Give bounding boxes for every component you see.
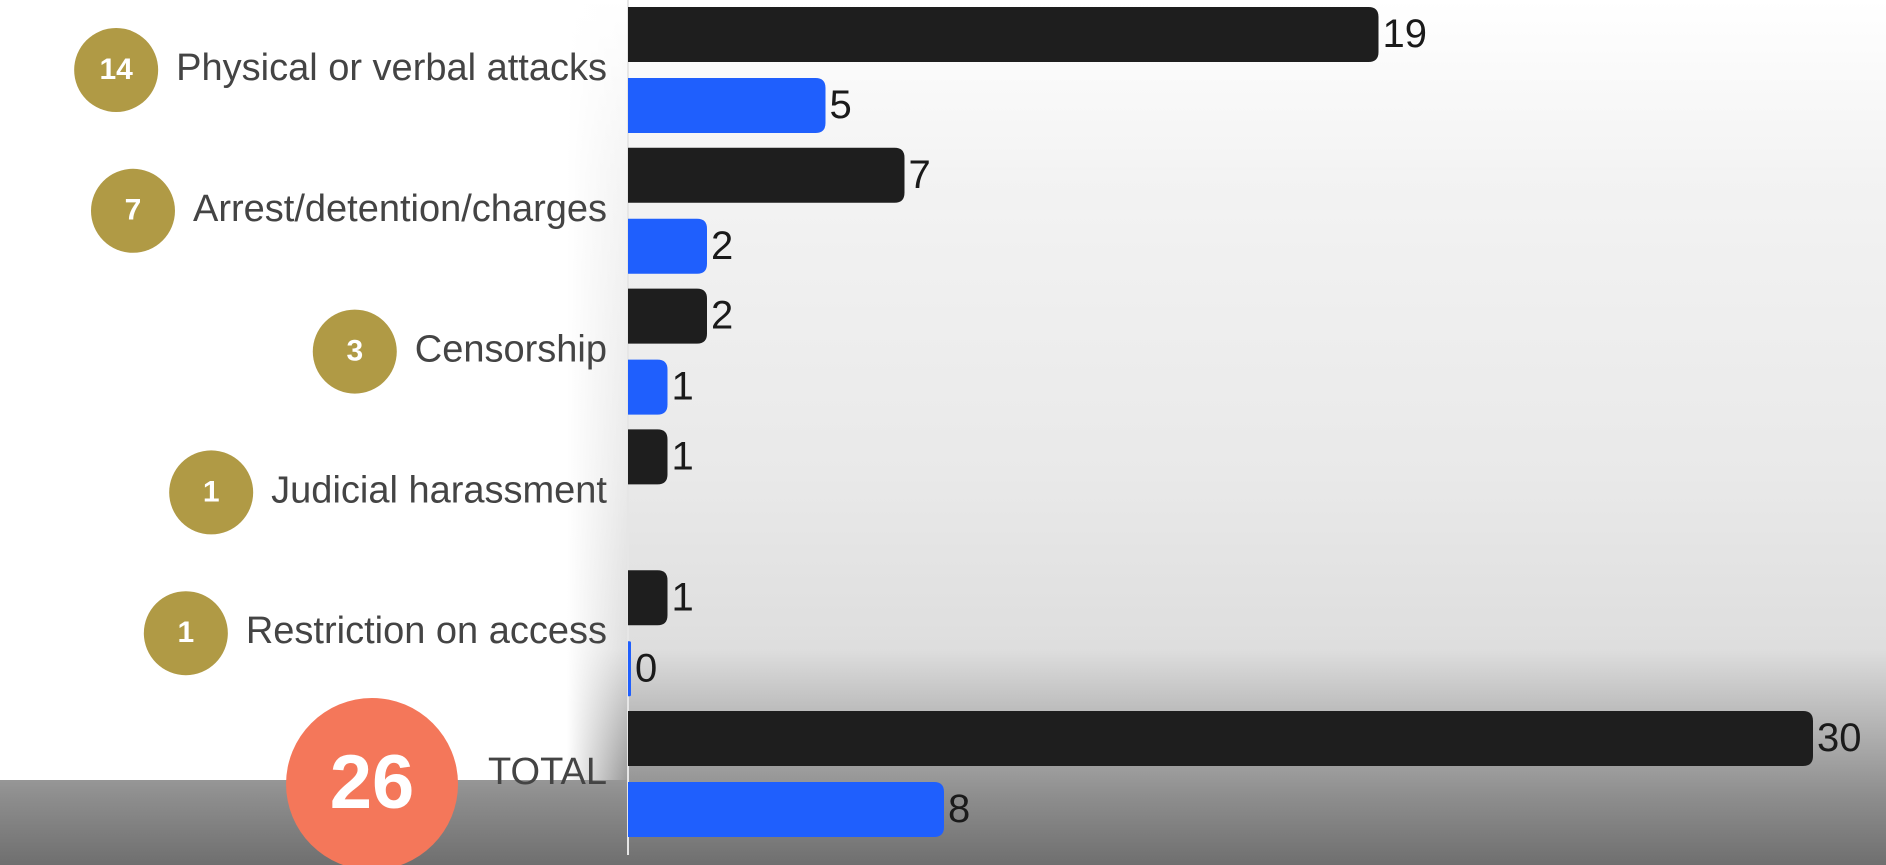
category-label: Restriction on access: [246, 610, 607, 652]
category-label: TOTAL: [488, 751, 607, 793]
category-label: Censorship: [415, 329, 607, 371]
bar: [628, 570, 668, 626]
badge: [74, 28, 159, 112]
value-label: 2: [711, 224, 733, 268]
value-label: 8: [948, 787, 970, 831]
badge-value: 1: [178, 616, 195, 649]
bar: [628, 218, 707, 274]
bar: [628, 641, 631, 697]
bar: [628, 147, 905, 203]
badge-value: 7: [125, 194, 142, 227]
bar: [628, 78, 826, 133]
value-label: 1: [672, 434, 694, 478]
value-label: 19: [1383, 12, 1428, 56]
category-label: Arrest/detention/charges: [193, 188, 607, 230]
value-label: 2: [711, 294, 733, 338]
total-badge: [286, 698, 459, 865]
value-label: 30: [1817, 716, 1862, 760]
badge: [169, 450, 254, 535]
bar: [628, 429, 668, 485]
badge: [90, 168, 175, 253]
bar: [628, 782, 944, 837]
badge-value: 1: [203, 475, 220, 508]
badge-value: 14: [99, 53, 133, 86]
value-label: 5: [830, 83, 852, 127]
badge: [143, 591, 228, 676]
value-label: 7: [909, 153, 931, 197]
bar: [628, 7, 1379, 62]
value-label: 0: [635, 646, 657, 690]
total-badge-value: 26: [330, 740, 415, 825]
value-label: 1: [672, 575, 694, 619]
badge-value: 3: [346, 335, 363, 368]
bar: [628, 711, 1813, 766]
badge: [312, 309, 397, 394]
category-label: Physical or verbal attacks: [176, 47, 607, 89]
bar: [628, 288, 707, 344]
category-label: Judicial harassment: [271, 469, 607, 511]
value-label: 1: [672, 365, 694, 409]
bar: [628, 359, 668, 415]
